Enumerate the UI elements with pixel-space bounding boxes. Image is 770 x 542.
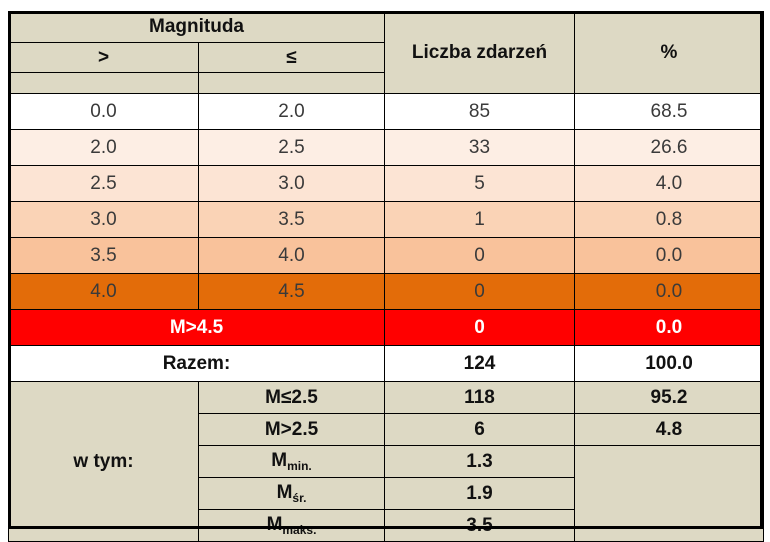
over-4-5-label: M>4.5 [8, 309, 385, 346]
row-total: Razem: 124 100.0 [8, 345, 764, 382]
over-4-5-percent: 0.0 [574, 309, 764, 346]
range-to: 4.5 [198, 273, 385, 310]
range-to: 3.0 [198, 165, 385, 202]
row-m-maks: Mmaks. 3.5 [9, 509, 764, 542]
event-count: 0 [384, 237, 575, 274]
event-percent: 0.0 [574, 273, 764, 310]
header-le-spacer [198, 72, 385, 94]
m-min-label: Mmin. [198, 445, 385, 478]
range-to: 3.5 [198, 201, 385, 238]
event-percent: 0.0 [574, 237, 764, 274]
m-maks-value: 3.5 [384, 509, 575, 542]
table-row: 0.0 2.0 85 68.5 [8, 93, 764, 130]
header-row-2: > ≤ [8, 42, 764, 73]
header-count: Liczba zdarzeń [384, 11, 575, 94]
row-m-min: Mmin. 1.3 [9, 445, 764, 542]
header-row-3 [8, 72, 764, 94]
range-from: 3.0 [8, 201, 199, 238]
m-sr-label: Mśr. [198, 477, 385, 510]
m-maks-label: Mmaks. [198, 509, 385, 542]
header-gt: > [8, 42, 199, 73]
m-maks-base: M [266, 514, 283, 535]
gt-2-5-percent: 4.8 [574, 413, 764, 446]
event-percent: 4.0 [574, 165, 764, 202]
over-4-5-count: 0 [384, 309, 575, 346]
total-label: Razem: [8, 345, 385, 382]
range-from: 0.0 [8, 93, 199, 130]
m-sr-base: M [276, 482, 293, 503]
table-row: 2.5 3.0 5 4.0 [8, 165, 764, 202]
range-from: 2.5 [8, 165, 199, 202]
le-2-5-label: M≤2.5 [198, 381, 385, 414]
m-min-value: 1.3 [384, 445, 575, 478]
header-le: ≤ [198, 42, 385, 73]
le-2-5-count: 118 [384, 381, 575, 414]
row-over-4-5: M>4.5 0 0.0 [8, 309, 764, 346]
header-percent: % [574, 11, 764, 94]
range-to: 2.5 [198, 129, 385, 166]
range-from: 3.5 [8, 237, 199, 274]
event-percent: 68.5 [574, 93, 764, 130]
event-count: 0 [384, 273, 575, 310]
row-le-2-5: w tym: M≤2.5 118 95.2 [8, 381, 764, 542]
m-maks-sub: maks. [282, 523, 317, 537]
row-m-sr: Mśr. 1.9 [9, 477, 764, 510]
le-2-5-percent: 95.2 [574, 381, 764, 414]
stats-percent-empty [574, 445, 764, 542]
table-row: 3.5 4.0 0 0.0 [8, 237, 764, 274]
row-gt-2-5: M>2.5 6 4.8 [9, 413, 764, 446]
m-sr-value: 1.9 [384, 477, 575, 510]
magnitude-table: Magnituda Liczba zdarzeń % > ≤ 0.0 2.0 8… [8, 11, 764, 542]
total-count: 124 [384, 345, 575, 382]
m-min-sub: min. [287, 459, 312, 473]
event-count: 85 [384, 93, 575, 130]
header-magnituda: Magnituda [8, 11, 385, 43]
table-row: 3.0 3.5 1 0.8 [8, 201, 764, 238]
gt-2-5-count: 6 [384, 413, 575, 446]
m-min-base: M [271, 450, 288, 471]
m-sr-sub: śr. [292, 491, 307, 505]
breakdown-label: w tym: [8, 381, 199, 542]
table-row: 2.0 2.5 33 26.6 [8, 129, 764, 166]
range-from: 2.0 [8, 129, 199, 166]
event-count: 1 [384, 201, 575, 238]
table-row: 4.0 4.5 0 0.0 [8, 273, 764, 310]
event-count: 33 [384, 129, 575, 166]
header-row-1: Magnituda Liczba zdarzeń % [8, 11, 764, 94]
event-count: 5 [384, 165, 575, 202]
range-to: 4.0 [198, 237, 385, 274]
event-percent: 26.6 [574, 129, 764, 166]
range-from: 4.0 [8, 273, 199, 310]
total-percent: 100.0 [574, 345, 764, 382]
gt-2-5-label: M>2.5 [198, 413, 385, 446]
event-percent: 0.8 [574, 201, 764, 238]
header-gt-spacer [8, 72, 199, 94]
range-to: 2.0 [198, 93, 385, 130]
